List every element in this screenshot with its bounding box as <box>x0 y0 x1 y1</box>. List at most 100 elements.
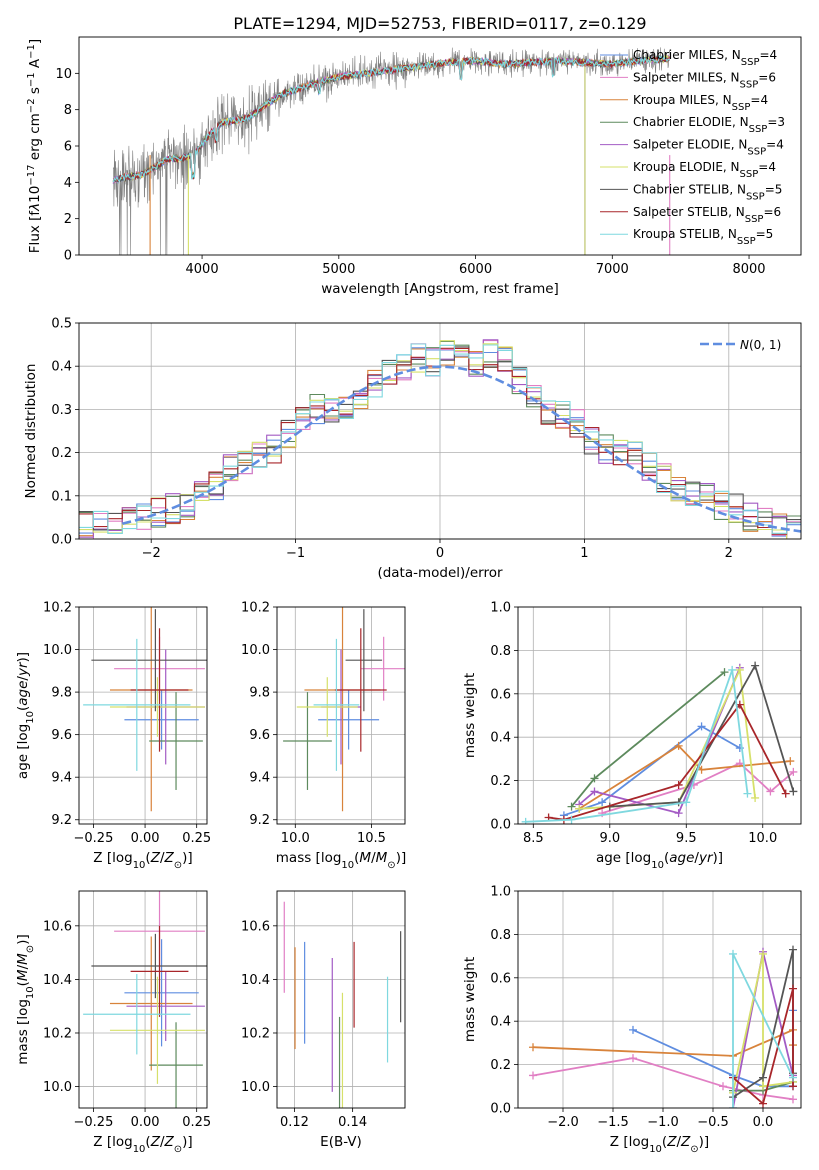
legend-label-part: =4 <box>759 48 777 62</box>
x-axis-label-part: age [log <box>596 850 651 866</box>
y-axis-label-part: M <box>15 953 31 965</box>
axes-frame <box>517 606 802 825</box>
weight-marker <box>674 741 683 750</box>
x-axis-label-part: ( <box>662 1134 667 1150</box>
legend-label-part: =4 <box>750 93 768 107</box>
weight-marker <box>729 949 737 958</box>
weight-marker <box>598 798 607 807</box>
y-tick-label: 10.2 <box>241 1026 270 1041</box>
x-axis-label: Z [log10(Z/Z⊙)] <box>93 850 192 871</box>
x-tick-label: −0.25 <box>74 831 114 846</box>
weight-marker <box>789 767 798 776</box>
x-tick-label: 10.0 <box>281 831 310 846</box>
y-tick-label: 0.6 <box>490 687 511 702</box>
axes-frame <box>78 606 208 825</box>
weight-marker <box>720 668 729 677</box>
x-tick-label: −0.5 <box>697 1115 729 1130</box>
weight-line <box>578 667 741 815</box>
x-tick-label: 0 <box>436 546 444 561</box>
x-axis-label-part: )] <box>396 850 407 866</box>
y-tick-label: 9.6 <box>51 728 72 743</box>
y-tick-label: 8 <box>64 103 72 118</box>
x-axis-label: Z [log10(Z/Z⊙)] <box>610 1134 709 1155</box>
y-axis-label-part: M <box>15 969 31 981</box>
y-tick-label: 1.0 <box>490 885 511 900</box>
y-tick-label: 4 <box>64 176 72 191</box>
weight-marker <box>789 945 797 954</box>
y-axis-label-part: A <box>27 58 43 72</box>
x-tick-label: 0.00 <box>131 1115 160 1130</box>
weight-marker <box>729 1104 737 1108</box>
legend-label-part: Salpeter MILES, N <box>633 70 740 84</box>
x-tick-label: 8000 <box>732 262 765 277</box>
y-tick-label: 9.8 <box>249 686 270 701</box>
y-axis-label-part: mass weight <box>462 957 478 1042</box>
legend-label-part: SSP <box>747 146 766 157</box>
y-axis-label: Flux [fλ10−17 erg cm−2 s−1 A−1] <box>26 39 44 253</box>
legend-label-part: =5 <box>765 182 783 196</box>
x-tick-label: −1 <box>286 546 305 561</box>
weight-marker <box>719 1082 727 1091</box>
weight-marker <box>590 787 599 796</box>
mass-weight-vs-metallicity-panel: −2.0 −1.5 −1.0 −0.5 0.0 0.0 0.2 0.4 0.6 0.8 1.0 Z [… <box>462 885 802 1155</box>
mass-vs-ebv-panel: 0.12 0.14 10.0 10.2 10.4 10.6 E(B-V) <box>241 890 406 1150</box>
weight-marker <box>786 757 795 766</box>
legend-label: Kroupa STELIB, NSSP=5 <box>633 227 773 247</box>
weight-marker <box>735 665 744 674</box>
y-tick-label: 6 <box>64 140 72 155</box>
plot-area <box>83 891 207 1108</box>
legend-label-part: SSP <box>745 213 764 224</box>
legend-label-part: Kroupa STELIB, N <box>633 227 737 241</box>
x-axis-label-part: / <box>160 850 165 866</box>
plot-area <box>521 661 798 824</box>
weight-marker <box>629 1025 637 1034</box>
axes-frame <box>78 36 802 256</box>
weight-marker <box>759 1099 767 1108</box>
age-vs-mass-panel: 10.0 10.5 9.2 9.4 9.6 9.8 10.0 10.2 mass [log10(… <box>241 601 406 871</box>
y-tick-label: 10.0 <box>241 1080 270 1095</box>
legend-label-part: SSP <box>749 124 768 135</box>
x-axis-label: (data-model)/error <box>377 565 503 581</box>
weight-marker <box>529 1043 537 1052</box>
y-tick-label: 9.8 <box>51 686 72 701</box>
weight-marker <box>697 765 706 774</box>
x-axis-label-part: Z <box>666 1134 677 1150</box>
y-axis-label-part: mass [log <box>15 999 31 1065</box>
y-axis-label-part: erg cm <box>27 113 43 164</box>
y-axis-label-part: ⊙ <box>25 945 36 953</box>
x-axis-label-part: )] <box>713 850 724 866</box>
y-axis-label-part: −1 <box>26 72 37 87</box>
y-axis-label-part: −1 <box>26 44 37 59</box>
axes-frame <box>78 322 802 540</box>
spectrum-model-line <box>112 54 670 183</box>
y-tick-label: 10.2 <box>43 601 72 616</box>
weight-line <box>578 744 791 810</box>
x-axis-label-part: 10 <box>133 1144 146 1155</box>
plot-area <box>283 607 405 812</box>
legend-label: N(0, 1) <box>740 338 781 352</box>
x-axis-label: Z [log10(Z/Z⊙)] <box>93 1134 192 1155</box>
y-tick-label: 0.2 <box>490 1058 511 1073</box>
y-tick-label: 0.5 <box>51 317 72 332</box>
x-tick-label: 7000 <box>596 262 629 277</box>
x-tick-label: 5000 <box>322 262 355 277</box>
x-tick-label: 10.5 <box>357 831 386 846</box>
y-tick-label: 1.0 <box>490 601 511 616</box>
y-axis-label-part: ] <box>27 39 43 44</box>
x-axis-label-part: ⊙ <box>387 860 395 871</box>
weight-marker <box>789 1095 797 1104</box>
legend-label-part: N <box>740 338 749 352</box>
x-axis-label: mass [log10(M/M⊙)] <box>276 850 406 871</box>
weight-line <box>525 669 749 823</box>
weight-marker <box>629 1054 637 1063</box>
legend-label: Kroupa MILES, NSSP=4 <box>633 93 768 113</box>
x-axis-label-part: 10 <box>341 860 354 871</box>
x-tick-label: 9.5 <box>676 831 697 846</box>
x-axis-label-part: Z [log <box>93 850 132 866</box>
x-tick-label: 8.5 <box>523 831 544 846</box>
weight-marker <box>590 774 599 783</box>
weight-marker <box>521 817 530 824</box>
x-axis-label-part: ( <box>145 850 150 866</box>
axes-frame <box>517 890 802 1109</box>
legend-label-part: Chabrier ELODIE, N <box>633 115 749 129</box>
